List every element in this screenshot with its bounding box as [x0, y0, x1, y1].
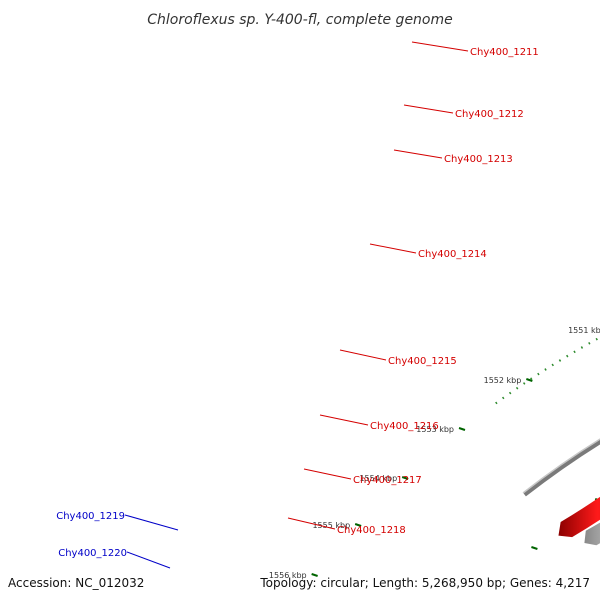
gene-leader-line — [403, 104, 454, 114]
ruler-label: 1551 kbp — [568, 326, 600, 335]
inner-dotted-ring — [576, 497, 600, 516]
gene-label: Chy400_1214 — [418, 249, 487, 260]
gene-leader-line — [339, 349, 387, 361]
ruler-tick — [311, 573, 318, 577]
gene-leader-line — [124, 514, 179, 531]
gene-leader-line — [303, 468, 352, 480]
inner-ring-tick — [531, 546, 538, 550]
gene-label: Chy400_1220 — [58, 548, 127, 559]
ruler-label: 1554 kbp — [359, 474, 397, 483]
forward-gene — [558, 496, 600, 538]
gene-leader-line — [369, 243, 417, 254]
map-title: Chloroflexus sp. Y-400-fl, complete geno… — [147, 12, 453, 28]
gene-leader-line — [319, 414, 369, 426]
gene-leader-line — [393, 149, 443, 159]
accession-text: Accession: NC_012032 — [8, 576, 145, 590]
ruler-label: 1553 kbp — [416, 425, 454, 434]
topology-text: Topology: circular; Length: 5,268,950 bp… — [260, 576, 590, 590]
gene-leader-line — [287, 517, 336, 530]
backbone-line — [522, 438, 600, 497]
ruler-label: 1556 kbp — [269, 571, 307, 580]
gene-label: Chy400_1219 — [56, 511, 125, 522]
gene-label: Chy400_1217 — [353, 475, 422, 486]
genome-backbone — [495, 336, 600, 516]
gene-label: Chy400_1218 — [337, 525, 406, 536]
backbone-highlight — [522, 438, 600, 494]
kbp-ruler: 1545 kbp1546 kbp1547 kbp1548 kbp1549 kbp… — [269, 326, 600, 580]
gene-features — [558, 496, 600, 546]
gene-labels: Chy400_1211 Chy400_1212 Chy400_1213 Chy400_… — [56, 41, 539, 569]
ruler-tick — [526, 378, 533, 382]
gene-label: Chy400_1211 — [470, 47, 539, 58]
gene-label: Chy400_1212 — [455, 109, 524, 120]
gene-leader-line — [126, 551, 171, 569]
ruler-tick — [458, 427, 466, 431]
ruler-tick — [401, 476, 409, 480]
gene-leader-line — [411, 41, 469, 52]
gene-label: Chy400_1213 — [444, 154, 513, 165]
gene-label: Chy400_1215 — [388, 356, 457, 367]
ruler-tick — [354, 523, 362, 527]
gene-label: Chy400_1216 — [370, 421, 439, 432]
ruler-label: 1552 kbp — [484, 376, 522, 385]
ruler-label: 1555 kbp — [312, 521, 350, 530]
pseudogene-feature — [584, 522, 600, 546]
